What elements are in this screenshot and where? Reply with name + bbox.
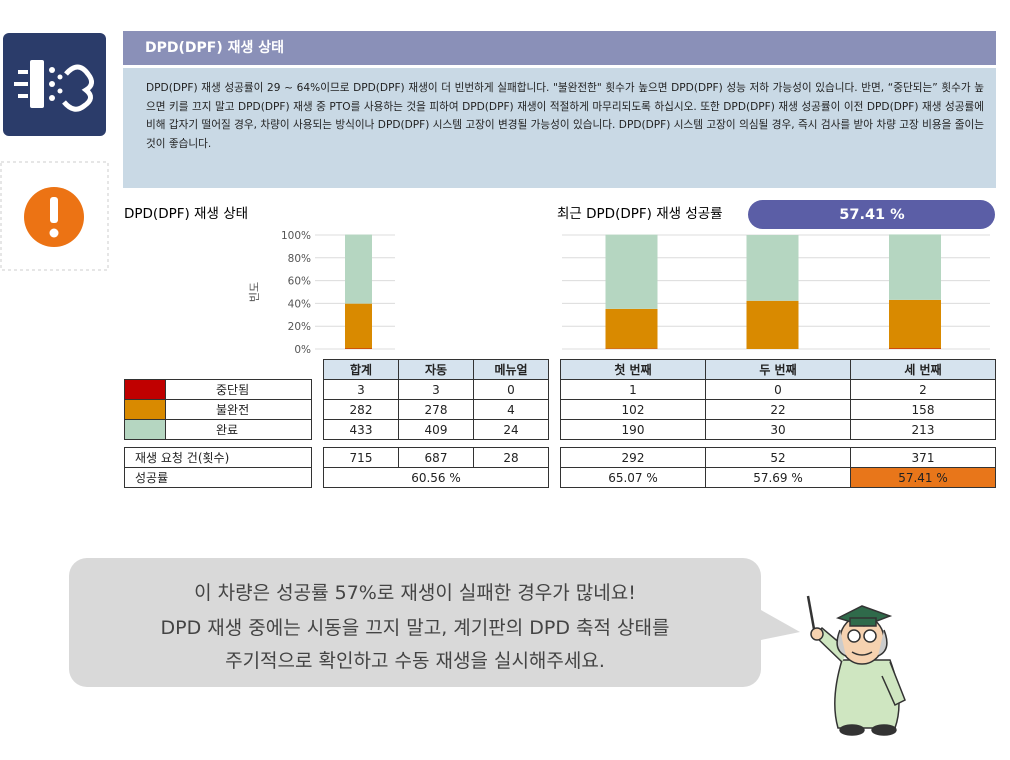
status-summary: 715 687 28 60.56 % — [323, 447, 549, 488]
description-box — [123, 68, 996, 188]
dpf-icon-glyph — [14, 60, 94, 112]
cell: 2 — [850, 379, 996, 400]
legend-swatch — [124, 399, 166, 420]
alert-glyph — [49, 228, 59, 238]
y-tick-label: 60% — [288, 276, 311, 288]
cell: 1 — [560, 379, 706, 400]
chart-title: 최근 DPD(DPF) 재생 성공률 — [557, 206, 723, 222]
cell: 715 — [323, 447, 399, 468]
bubble-text: 주기적으로 확인하고 수동 재생을 실시해주세요. — [225, 650, 605, 672]
legend-label: 불완전 — [165, 399, 312, 420]
legend-row: 불완전 — [124, 399, 312, 420]
section-header: DPD(DPF) 재생 상태 — [123, 31, 996, 65]
professor — [806, 595, 906, 736]
y-tick-label: 40% — [288, 298, 311, 310]
cell: 3 — [323, 379, 399, 400]
cell: 292 — [560, 447, 706, 468]
data-row: 433 409 24 — [323, 419, 549, 440]
legend-table: 중단됨 불완전 완료 — [124, 379, 312, 440]
y-tick-label: 100% — [281, 230, 311, 242]
data-row: 102 22 158 — [560, 399, 996, 420]
bar-segment — [889, 348, 941, 349]
rate-row: 65.07 % 57.69 % 57.41 % — [560, 467, 996, 488]
cell: 190 — [560, 419, 706, 440]
data-row: 282 278 4 — [323, 399, 549, 420]
bar-segment — [345, 234, 372, 304]
y-tick-label: 0% — [294, 344, 311, 356]
header-row: 합계 자동 메뉴얼 — [323, 359, 549, 380]
cell: 278 — [398, 399, 474, 420]
cell: 57.41 % — [850, 467, 996, 488]
bar-segment — [345, 303, 372, 349]
y-tick-label: 20% — [288, 321, 311, 333]
bar-segment — [889, 234, 941, 300]
cell: 0 — [705, 379, 851, 400]
bar-segment — [746, 235, 799, 301]
bubble-text: 이 차량은 성공률 57%로 재생이 실패한 경우가 많네요! — [194, 582, 636, 604]
header-row: 첫 번째 두 번째 세 번째 — [560, 359, 996, 380]
cell: 52 — [705, 447, 851, 468]
status-table: 합계 자동 메뉴얼 3 3 0 282 278 4 433 409 24 — [323, 359, 549, 440]
cell: 282 — [323, 399, 399, 420]
cell: 28 — [473, 447, 549, 468]
column-header: 첫 번째 — [560, 359, 706, 380]
rate-row: 60.56 % — [323, 467, 549, 488]
recent-summary: 292 52 371 65.07 % 57.69 % 57.41 % — [560, 447, 996, 488]
column-header: 두 번째 — [705, 359, 851, 380]
rate-badge-text: 57.41 % — [839, 207, 905, 223]
cell: 60.56 % — [323, 467, 549, 488]
cell: 57.69 % — [705, 467, 851, 488]
recent-table: 첫 번째 두 번째 세 번째 1 0 2 102 22 158 190 30 213 — [560, 359, 996, 440]
legend-label: 완료 — [165, 419, 312, 440]
cell: 158 — [850, 399, 996, 420]
chart-title: DPD(DPF) 재생 상태 — [124, 206, 248, 222]
cell: 22 — [705, 399, 851, 420]
bubble-text: DPD 재생 중에는 시동을 끄지 말고, 계기판의 DPD 축적 상태를 — [161, 617, 670, 639]
cell: 3 — [398, 379, 474, 400]
cell: 409 — [398, 419, 474, 440]
cell: 371 — [850, 447, 996, 468]
rate-badge — [748, 200, 995, 229]
requests-row: 292 52 371 — [560, 447, 996, 468]
column-header: 자동 — [398, 359, 474, 380]
alert-glyph — [50, 197, 58, 223]
column-header: 세 번째 — [850, 359, 996, 380]
summary-row: 성공률 — [124, 467, 312, 488]
cell: 433 — [323, 419, 399, 440]
cell: 24 — [473, 419, 549, 440]
description: DPD(DPF) 재생 성공률이 29 ~ 64%이므로 DPD(DPF) 재생… — [146, 82, 984, 150]
summary-row: 재생 요청 건(횟수) — [124, 447, 312, 468]
legend-label: 중단됨 — [165, 379, 312, 400]
cell: 102 — [560, 399, 706, 420]
data-row: 190 30 213 — [560, 419, 996, 440]
cell: 687 — [398, 447, 474, 468]
row-label: 재생 요청 건(횟수) — [124, 447, 312, 468]
y-axis-label: 빈도 — [248, 282, 261, 302]
legend-row: 완료 — [124, 419, 312, 440]
requests-row: 715 687 28 — [323, 447, 549, 468]
bar-segment — [605, 234, 658, 309]
bar-segment — [889, 299, 941, 349]
cell: 4 — [473, 399, 549, 420]
speech-bubble — [69, 558, 800, 687]
cell: 213 — [850, 419, 996, 440]
y-tick-label: 80% — [288, 253, 311, 265]
legend-swatch — [124, 379, 166, 400]
column-header: 합계 — [323, 359, 399, 380]
cell: 0 — [473, 379, 549, 400]
cell: 65.07 % — [560, 467, 706, 488]
bar-segment — [605, 308, 658, 349]
row-label: 성공률 — [124, 467, 312, 488]
bar-segment — [746, 300, 799, 349]
column-header: 메뉴얼 — [473, 359, 549, 380]
summary-labels: 재생 요청 건(횟수) 성공률 — [124, 447, 312, 488]
legend-swatch — [124, 419, 166, 440]
legend-row: 중단됨 — [124, 379, 312, 400]
cell: 30 — [705, 419, 851, 440]
